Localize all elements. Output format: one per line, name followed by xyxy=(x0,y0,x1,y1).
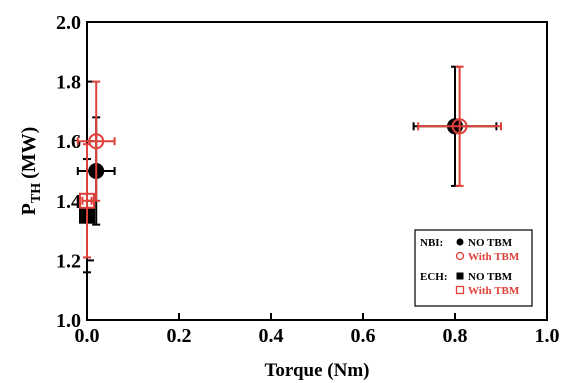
marker-square xyxy=(79,192,95,209)
y-tick-label-4: 1.8 xyxy=(56,72,81,94)
point-nbi-with-tbm-1 xyxy=(417,65,502,187)
x-tick-label-2: 0.4 xyxy=(259,325,284,347)
y-axis-label-main: P xyxy=(18,203,40,215)
x-tick-label-4: 0.8 xyxy=(443,325,468,347)
legend-nbi-label: NBI: xyxy=(420,237,443,249)
legend-nbi-with-tbm-text: With TBM xyxy=(468,251,520,263)
point-nbi-with-tbm-0 xyxy=(76,80,116,202)
marker-circle xyxy=(88,133,105,150)
y-tick-label-2: 1.4 xyxy=(56,191,81,213)
legend-ech-with-tbm-marker xyxy=(455,285,465,295)
y-tick-label-5: 2.0 xyxy=(56,12,81,34)
legend-nbi-no-tbm-marker xyxy=(456,238,464,246)
x-tick-label-0: 0.0 xyxy=(75,325,100,347)
legend-nbi-with-tbm-marker xyxy=(455,251,465,261)
y-tick-label-1: 1.2 xyxy=(56,250,81,272)
y-tick-label-0: 1.0 xyxy=(56,310,81,332)
x-tick-label-1: 0.2 xyxy=(167,325,192,347)
marker-circle xyxy=(451,118,468,135)
point-ech-with-tbm-0 xyxy=(79,143,95,259)
data-points xyxy=(76,65,502,274)
y-axis-label: PTH (MW) xyxy=(18,127,44,216)
y-tick-label-3: 1.6 xyxy=(56,131,81,153)
legend-ech-label: ECH: xyxy=(420,271,448,283)
x-tick-label-5: 1.0 xyxy=(535,325,560,347)
legend-nbi-no-tbm-text: NO TBM xyxy=(468,237,513,249)
x-axis-label: Torque (Nm) xyxy=(264,360,369,381)
legend-ech-no-tbm-marker xyxy=(456,272,464,280)
y-axis-label-sub: TH xyxy=(29,183,44,203)
legend-ech-with-tbm-text: With TBM xyxy=(468,285,520,297)
y-axis-label-unit: (MW) xyxy=(18,127,40,179)
legend: NBI: NO TBM With TBM ECH: NO TBM With TB… xyxy=(414,229,533,307)
legend-box xyxy=(414,229,533,307)
x-tick-label-3: 0.6 xyxy=(351,325,376,347)
legend-ech-no-tbm-text: NO TBM xyxy=(468,271,513,283)
